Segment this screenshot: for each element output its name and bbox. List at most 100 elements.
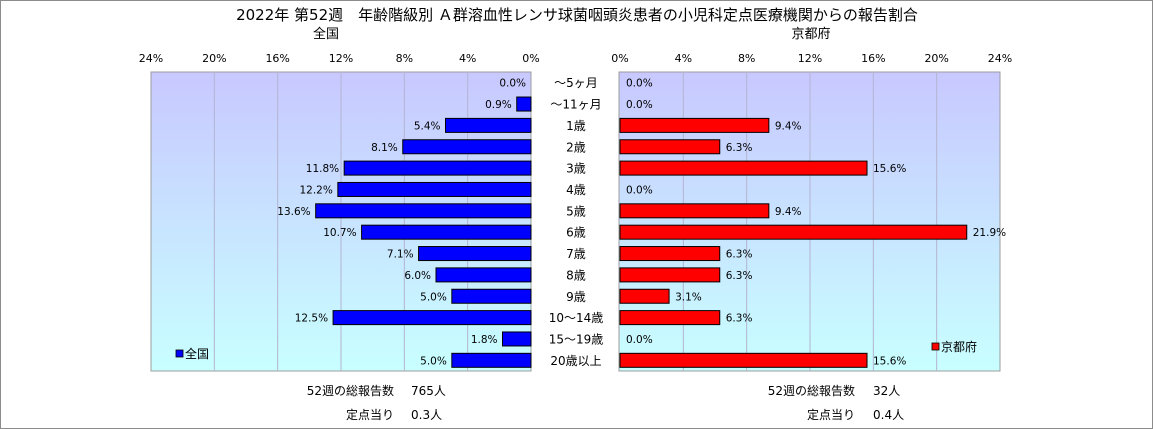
left-legend-label: 全国 bbox=[185, 346, 209, 361]
category-label: 2歳 bbox=[566, 140, 586, 154]
left-tick-label: 12% bbox=[329, 52, 353, 65]
left-legend-swatch bbox=[175, 349, 184, 358]
left-panel-title: 全国 bbox=[313, 26, 339, 42]
right-bar bbox=[619, 160, 868, 176]
left-value-label: 1.8% bbox=[471, 334, 498, 346]
right-bar bbox=[619, 310, 721, 326]
right-tick-label: 24% bbox=[988, 52, 1012, 65]
right-total-label: 52週の総報告数 bbox=[768, 383, 855, 398]
category-label: 20歳以上 bbox=[550, 354, 601, 368]
right-tick-label: 0% bbox=[611, 52, 628, 65]
left-value-label: 5.4% bbox=[414, 120, 441, 132]
category-label: 3歳 bbox=[566, 162, 586, 176]
right-tick-label: 12% bbox=[798, 52, 822, 65]
right-tick-label: 20% bbox=[924, 52, 948, 65]
right-per-site-value: 0.4人 bbox=[873, 408, 904, 422]
right-tick-label: 4% bbox=[675, 52, 692, 65]
right-value-label: 9.4% bbox=[775, 206, 802, 218]
left-tick-label: 24% bbox=[139, 52, 163, 65]
left-bar bbox=[451, 352, 532, 368]
left-footer: 52週の総報告数 765人 定点当り 0.3人 bbox=[307, 383, 446, 422]
right-value-label: 0.0% bbox=[626, 334, 653, 346]
left-bar bbox=[502, 331, 532, 347]
right-tick-label: 16% bbox=[861, 52, 885, 65]
category-label: 10～14歳 bbox=[549, 311, 604, 325]
right-axis-ticks: 0% 4% 8% 12% 16% 20% 24% bbox=[611, 52, 1012, 65]
right-value-label: 15.6% bbox=[873, 163, 906, 175]
right-value-label: 9.4% bbox=[775, 120, 802, 132]
left-tick-label: 16% bbox=[265, 52, 289, 65]
right-bar bbox=[619, 117, 770, 133]
right-bar bbox=[619, 139, 721, 155]
left-value-label: 5.0% bbox=[420, 355, 447, 367]
left-value-label: 12.2% bbox=[299, 184, 332, 196]
left-bar bbox=[343, 160, 532, 176]
category-label: 4歳 bbox=[566, 183, 586, 197]
right-panel-title: 京都府 bbox=[791, 27, 830, 42]
right-per-site-label: 定点当り bbox=[807, 407, 855, 422]
right-bar bbox=[619, 267, 721, 283]
right-value-label: 21.9% bbox=[973, 227, 1006, 239]
left-bar bbox=[516, 96, 532, 112]
category-label: 6歳 bbox=[566, 226, 586, 240]
left-value-label: 8.1% bbox=[371, 142, 398, 154]
left-bars bbox=[315, 96, 532, 368]
left-value-label: 5.0% bbox=[420, 291, 447, 303]
category-label: 15～19歳 bbox=[549, 332, 604, 346]
right-bar bbox=[619, 352, 868, 368]
left-value-label: 10.7% bbox=[323, 227, 356, 239]
left-tick-label: 8% bbox=[396, 52, 413, 65]
right-legend-label: 京都府 bbox=[941, 339, 977, 354]
left-tick-label: 4% bbox=[459, 52, 476, 65]
left-value-label: 7.1% bbox=[387, 249, 414, 261]
category-label: 1歳 bbox=[566, 119, 586, 133]
left-total-value: 765人 bbox=[411, 384, 446, 398]
left-legend: 全国 bbox=[175, 346, 209, 361]
right-value-label: 0.0% bbox=[626, 78, 653, 90]
left-bar bbox=[332, 310, 532, 326]
right-bar bbox=[619, 224, 968, 240]
left-bar bbox=[315, 203, 532, 219]
right-value-label: 0.0% bbox=[626, 184, 653, 196]
left-tick-label: 20% bbox=[202, 52, 226, 65]
left-bar bbox=[337, 181, 532, 197]
left-per-site-label: 定点当り bbox=[346, 407, 394, 422]
left-value-label: 6.0% bbox=[404, 270, 431, 282]
right-bar bbox=[619, 246, 721, 262]
right-total-value: 32人 bbox=[873, 384, 900, 398]
left-value-label: 0.0% bbox=[499, 78, 526, 90]
left-value-labels: 0.0% 0.9% 5.4% 8.1% 11.8% 12.2% 13.6% 10.7% 7.1%… bbox=[277, 78, 526, 368]
right-legend-swatch bbox=[931, 342, 940, 351]
left-axis-ticks: 24% 20% 16% 12% 8% 4% 0% bbox=[139, 52, 540, 65]
right-tick-label: 8% bbox=[738, 52, 755, 65]
left-bar bbox=[451, 288, 532, 304]
right-legend: 京都府 bbox=[931, 339, 977, 354]
right-value-label: 15.6% bbox=[873, 355, 906, 367]
right-bar bbox=[619, 203, 770, 219]
category-labels: ～5ヶ月 ～11ヶ月 1歳 2歳 3歳 4歳 5歳 6歳 7歳 8歳 9歳 10～14歳 15～19歳 2… bbox=[549, 76, 604, 368]
category-label: ～11ヶ月 bbox=[550, 98, 601, 112]
category-label: 7歳 bbox=[566, 247, 586, 261]
left-bar bbox=[361, 224, 532, 240]
right-bars bbox=[619, 117, 968, 368]
left-bar bbox=[445, 117, 532, 133]
category-label: 9歳 bbox=[566, 290, 586, 304]
chart-title: 2022年 第52週 年齢階級別 Ａ群溶血性レンサ球菌咽頭炎患者の小児科定点医療… bbox=[236, 6, 918, 24]
right-value-label: 6.3% bbox=[726, 313, 753, 325]
left-value-label: 12.5% bbox=[295, 313, 328, 325]
right-value-labels: 0.0% 0.0% 9.4% 6.3% 15.6% 0.0% 9.4% 21.9% 6.3% 6.… bbox=[626, 78, 1006, 368]
category-label: 5歳 bbox=[566, 204, 586, 218]
category-label: ～5ヶ月 bbox=[554, 76, 598, 90]
left-total-label: 52週の総報告数 bbox=[307, 383, 394, 398]
left-bar bbox=[435, 267, 532, 283]
left-bar bbox=[402, 139, 532, 155]
left-tick-label: 0% bbox=[522, 52, 539, 65]
right-value-label: 6.3% bbox=[726, 142, 753, 154]
right-value-label: 6.3% bbox=[726, 249, 753, 261]
right-footer: 52週の総報告数 32人 定点当り 0.4人 bbox=[768, 383, 904, 422]
left-value-label: 11.8% bbox=[306, 163, 339, 175]
left-value-label: 0.9% bbox=[485, 99, 512, 111]
right-value-label: 0.0% bbox=[626, 99, 653, 111]
